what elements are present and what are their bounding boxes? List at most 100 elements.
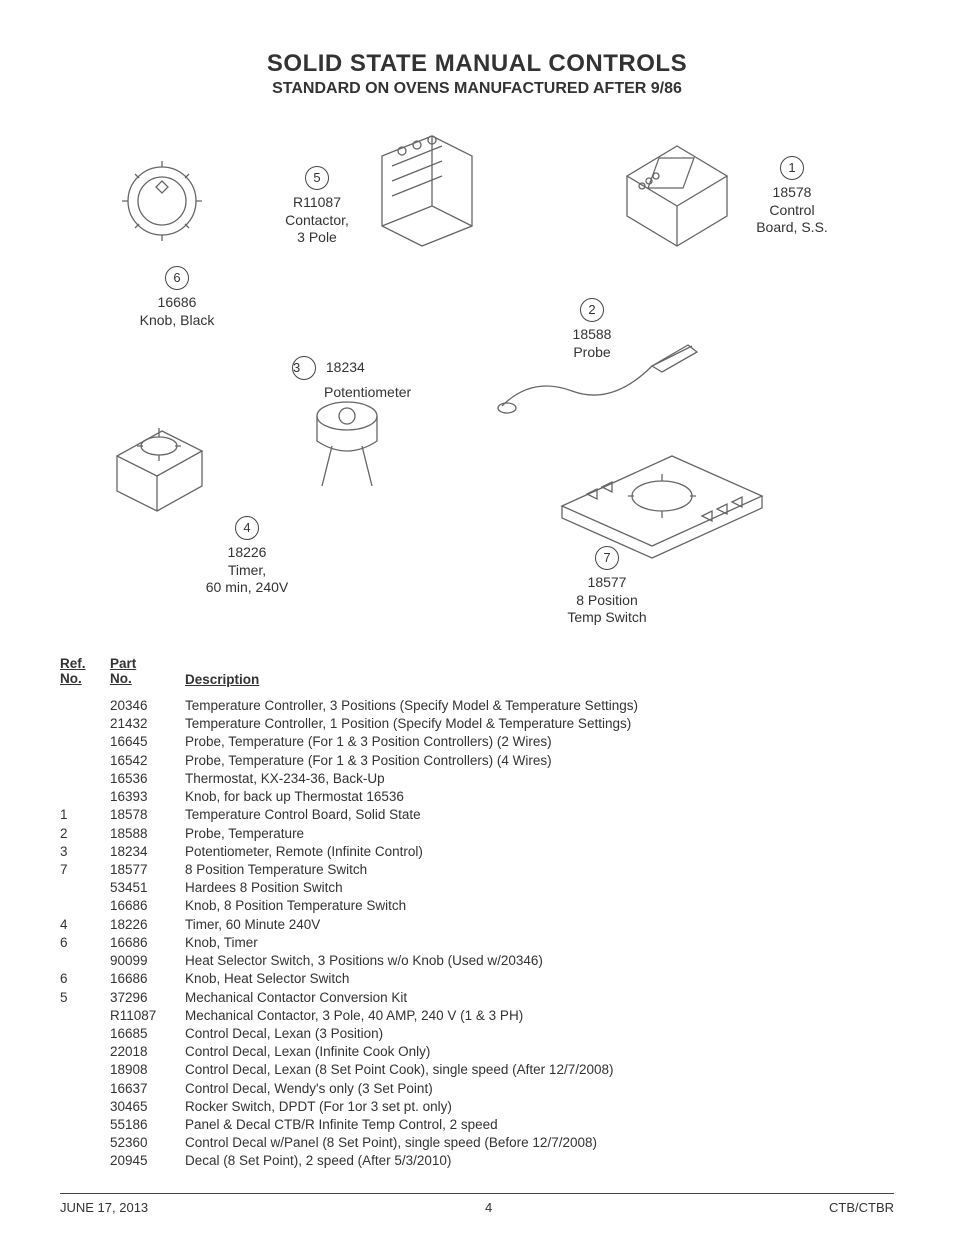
cell-ref: 4 [60, 916, 110, 934]
cell-ref [60, 1007, 110, 1025]
cell-ref [60, 1080, 110, 1098]
cell-desc: Potentiometer, Remote (Infinite Control) [185, 843, 894, 861]
cell-desc: 8 Position Temperature Switch [185, 861, 894, 879]
table-row: 30465Rocker Switch, DPDT (For 1or 3 set … [60, 1098, 894, 1116]
cell-part: 16645 [110, 733, 185, 751]
cell-ref: 1 [60, 806, 110, 824]
potentiometer-drawing [292, 386, 402, 506]
table-row: 616686Knob, Heat Selector Switch [60, 970, 894, 988]
control-board-drawing [617, 136, 737, 256]
table-row: 218588Probe, Temperature [60, 825, 894, 843]
cell-ref [60, 1098, 110, 1116]
cell-part: 37296 [110, 989, 185, 1007]
cell-desc: Heat Selector Switch, 3 Positions w/o Kn… [185, 952, 894, 970]
cell-ref [60, 1043, 110, 1061]
parts-diagram: 6 16686 Knob, Black 5 R11087 Contactor, … [62, 126, 892, 626]
table-row: 52360Control Decal w/Panel (8 Set Point)… [60, 1134, 894, 1152]
table-row: 20346Temperature Controller, 3 Positions… [60, 697, 894, 715]
cell-part: 16685 [110, 1025, 185, 1043]
cell-desc: Decal (8 Set Point), 2 speed (After 5/3/… [185, 1152, 894, 1170]
cell-ref [60, 1061, 110, 1079]
table-row: 16542Probe, Temperature (For 1 & 3 Posit… [60, 752, 894, 770]
cell-ref [60, 733, 110, 751]
page-title: SOLID STATE MANUAL CONTROLS [60, 50, 894, 78]
callout-desc2: Board, S.S. [742, 219, 842, 237]
parts-table-header: Ref. No. Part No. Description [60, 656, 894, 687]
cell-part: 18226 [110, 916, 185, 934]
cell-ref: 6 [60, 970, 110, 988]
table-row: 16393Knob, for back up Thermostat 16536 [60, 788, 894, 806]
callout-desc: Potentiometer [324, 384, 452, 402]
page: SOLID STATE MANUAL CONTROLS STANDARD ON … [0, 0, 954, 1245]
cell-ref [60, 697, 110, 715]
table-row: 16645Probe, Temperature (For 1 & 3 Posit… [60, 733, 894, 751]
table-row: 537296Mechanical Contactor Conversion Ki… [60, 989, 894, 1007]
cell-part: 53451 [110, 879, 185, 897]
page-subtitle: STANDARD ON OVENS MANUFACTURED AFTER 9/8… [60, 80, 894, 98]
cell-ref [60, 715, 110, 733]
cell-part: 16393 [110, 788, 185, 806]
cell-desc: Timer, 60 Minute 240V [185, 916, 894, 934]
callout-4: 4 18226 Timer, 60 min, 240V [177, 516, 317, 597]
cell-ref: 6 [60, 934, 110, 952]
cell-desc: Probe, Temperature (For 1 & 3 Position C… [185, 733, 894, 751]
title-block: SOLID STATE MANUAL CONTROLS STANDARD ON … [60, 50, 894, 98]
cell-desc: Temperature Control Board, Solid State [185, 806, 894, 824]
callout-number: 1 [780, 156, 804, 180]
cell-ref [60, 952, 110, 970]
page-footer: JUNE 17, 2013 4 CTB/CTBR [60, 1200, 894, 1215]
footer-page: 4 [485, 1200, 492, 1215]
cell-part: R11087 [110, 1007, 185, 1025]
cell-desc: Rocker Switch, DPDT (For 1or 3 set pt. o… [185, 1098, 894, 1116]
table-row: 16637Control Decal, Wendy's only (3 Set … [60, 1080, 894, 1098]
header-part-top: Part [110, 656, 185, 671]
callout-number: 6 [165, 266, 189, 290]
cell-ref [60, 1116, 110, 1134]
callout-part: 18226 [177, 544, 317, 562]
header-desc: Description [185, 672, 894, 687]
callout-part: 18578 [742, 184, 842, 202]
callout-6: 6 16686 Knob, Black [122, 266, 232, 329]
callout-number: 5 [305, 166, 329, 190]
header-part: No. [110, 671, 185, 686]
cell-ref: 3 [60, 843, 110, 861]
table-row: 22018Control Decal, Lexan (Infinite Cook… [60, 1043, 894, 1061]
cell-part: 16686 [110, 897, 185, 915]
cell-desc: Temperature Controller, 1 Position (Spec… [185, 715, 894, 733]
contactor-drawing [362, 126, 492, 256]
table-row: 20945Decal (8 Set Point), 2 speed (After… [60, 1152, 894, 1170]
footer-rule [60, 1193, 894, 1194]
cell-desc: Temperature Controller, 3 Positions (Spe… [185, 697, 894, 715]
table-row: 7185778 Position Temperature Switch [60, 861, 894, 879]
knob-drawing [117, 156, 207, 246]
cell-part: 16686 [110, 934, 185, 952]
callout-7: 7 18577 8 Position Temp Switch [547, 546, 667, 627]
callout-part: 18234 [326, 359, 365, 375]
cell-ref: 7 [60, 861, 110, 879]
cell-part: 18577 [110, 861, 185, 879]
table-row: 90099Heat Selector Switch, 3 Positions w… [60, 952, 894, 970]
cell-part: 18234 [110, 843, 185, 861]
header-ref-top: Ref. [60, 656, 110, 671]
callout-1: 1 18578 Control Board, S.S. [742, 156, 842, 237]
cell-desc: Hardees 8 Position Switch [185, 879, 894, 897]
cell-ref [60, 897, 110, 915]
cell-part: 16686 [110, 970, 185, 988]
cell-desc: Knob, 8 Position Temperature Switch [185, 897, 894, 915]
cell-ref: 2 [60, 825, 110, 843]
callout-desc: Knob, Black [122, 312, 232, 330]
callout-desc: Control [742, 202, 842, 220]
callout-desc2: Temp Switch [547, 609, 667, 627]
footer-model: CTB/CTBR [829, 1200, 894, 1215]
table-row: 18908Control Decal, Lexan (8 Set Point C… [60, 1061, 894, 1079]
cell-ref [60, 1025, 110, 1043]
table-row: 55186Panel & Decal CTB/R Infinite Temp C… [60, 1116, 894, 1134]
cell-part: 18578 [110, 806, 185, 824]
cell-part: 16536 [110, 770, 185, 788]
table-row: 318234Potentiometer, Remote (Infinite Co… [60, 843, 894, 861]
cell-part: 18588 [110, 825, 185, 843]
cell-ref [60, 1134, 110, 1152]
callout-part: 18577 [547, 574, 667, 592]
cell-part: 18908 [110, 1061, 185, 1079]
cell-part: 20346 [110, 697, 185, 715]
